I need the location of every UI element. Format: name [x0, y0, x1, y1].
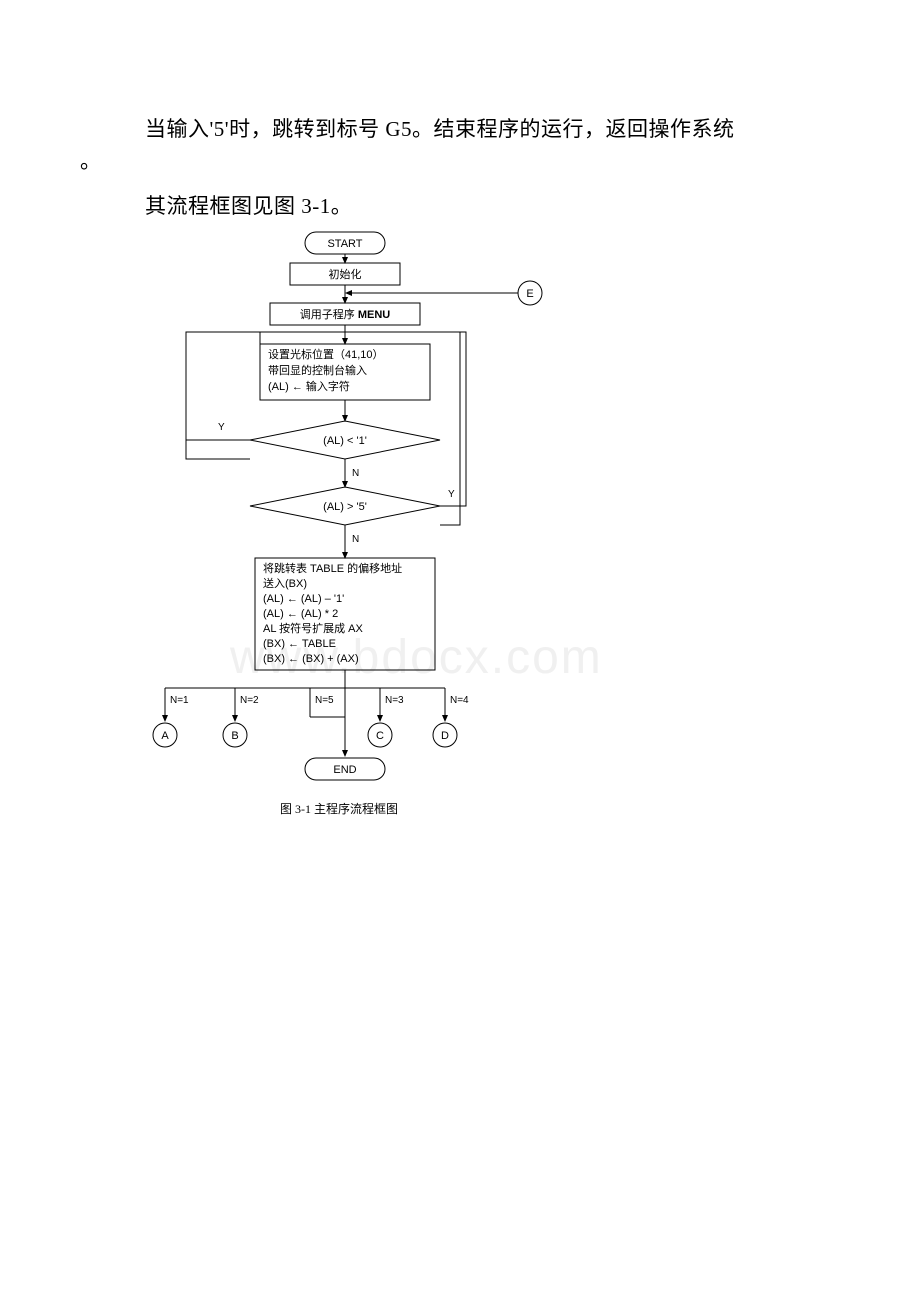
flowchart: START 初始化 E 调用子程序 MENU 设置光标位置（41,10） 带回显…: [0, 0, 920, 830]
t: 带回显的控制台输入: [268, 363, 367, 377]
connector-c-label: C: [376, 730, 384, 742]
node-end-label: END: [333, 764, 356, 776]
lbl-b4: N=4: [450, 695, 469, 706]
connector-d-label: D: [441, 730, 449, 742]
lbl-b2: N=2: [240, 695, 259, 706]
t: MENU: [358, 309, 390, 321]
t: (BX) ← (BX) + (AX): [263, 653, 359, 665]
t: 设置光标位置（41,10）: [268, 347, 384, 361]
node-init-label: 初始化: [329, 267, 362, 281]
node-d1-label: (AL) < '1': [323, 435, 367, 447]
node-d2-label: (AL) > '5': [323, 501, 367, 513]
lbl-b5: N=5: [315, 695, 334, 706]
node-start-label: START: [327, 238, 362, 250]
connector-a-label: A: [161, 730, 169, 742]
t: AL 按符号扩展成 AX: [263, 621, 363, 635]
lbl-b1: N=1: [170, 695, 189, 706]
node-menu-label: 调用子程序 MENU: [300, 307, 391, 321]
t: 将跳转表 TABLE 的偏移地址: [263, 561, 402, 575]
t: (AL) ← (AL) – '1': [263, 593, 344, 605]
caption-text: 图 3-1 主程序流程框图: [280, 802, 398, 816]
label-n1: N: [352, 468, 359, 479]
connector-b-label: B: [231, 730, 238, 742]
page: 当输入'5'时，跳转到标号 G5。结束程序的运行，返回操作系统 。 其流程框图见…: [0, 0, 920, 1302]
t: (AL) ← (AL) * 2: [263, 608, 338, 620]
t: 调用子程序: [300, 307, 358, 321]
label-n2: N: [352, 534, 359, 545]
label-y2: Y: [448, 489, 455, 500]
connector-e-label: E: [526, 288, 533, 300]
figure-caption: 图 3-1 主程序流程框图: [280, 800, 398, 817]
t: (AL) ← 输入字符: [268, 379, 350, 393]
t: 送入(BX): [263, 576, 307, 590]
label-y1: Y: [218, 422, 225, 433]
t: (BX) ← TABLE: [263, 638, 336, 650]
lbl-b3: N=3: [385, 695, 404, 706]
